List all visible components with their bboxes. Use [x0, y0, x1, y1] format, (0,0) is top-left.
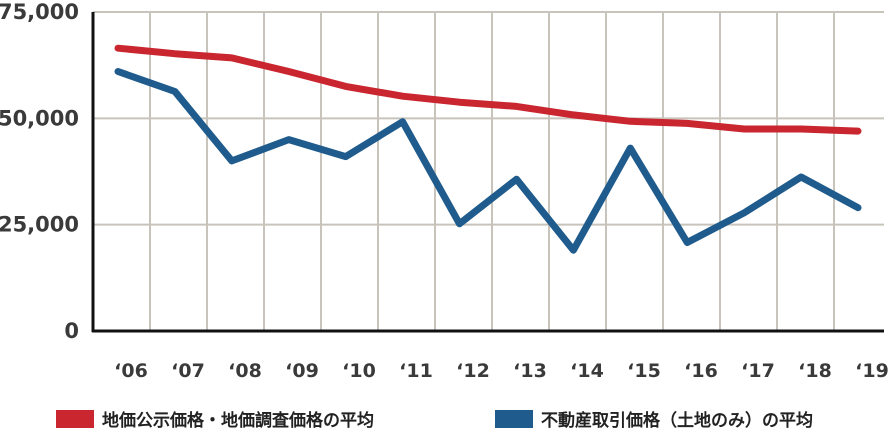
legend-swatch — [495, 410, 533, 428]
x-tick-label: ‘06 — [114, 360, 148, 382]
x-tick-label: ‘11 — [399, 360, 433, 382]
x-tick-label: ‘14 — [570, 360, 604, 382]
y-tick-label: 25,000 — [0, 213, 79, 237]
legend-item: 不動産取引価格（土地のみ）の平均 — [495, 410, 813, 431]
legend-label: 不動産取引価格（土地のみ）の平均 — [541, 410, 813, 431]
x-tick-label: ‘08 — [228, 360, 262, 382]
x-tick-label: ‘13 — [513, 360, 547, 382]
x-tick-label: ‘07 — [171, 360, 205, 382]
series-lines — [114, 44, 862, 254]
y-axis-ticks: 0 25,000 50,000 75,000 — [0, 0, 79, 343]
legend: 地価公示価格・地価調査価格の平均 不動産取引価格（土地のみ）の平均 — [56, 410, 813, 431]
legend-label: 地価公示価格・地価調査価格の平均 — [102, 410, 374, 431]
y-tick-label: 0 — [64, 319, 79, 343]
series-line-1 — [114, 44, 862, 135]
x-tick-label: ‘09 — [285, 360, 319, 382]
x-tick-label: ‘19 — [855, 360, 888, 382]
x-tick-label: ‘18 — [798, 360, 832, 382]
y-tick-label: 50,000 — [0, 106, 79, 130]
legend-swatch — [56, 410, 94, 428]
x-tick-label: ‘17 — [741, 360, 775, 382]
x-axis-ticks: ‘06 ‘07 ‘08 ‘09 ‘10 ‘11 ‘12 ‘13 ‘14 ‘15 ‘16 ‘17 ‘18 ‘… — [114, 360, 888, 382]
x-tick-label: ‘16 — [684, 360, 718, 382]
axes — [91, 12, 884, 333]
legend-item: 地価公示価格・地価調査価格の平均 — [56, 410, 374, 431]
x-tick-label: ‘10 — [342, 360, 376, 382]
grid — [93, 11, 884, 331]
x-tick-label: ‘12 — [456, 360, 490, 382]
series-line-2 — [114, 68, 862, 254]
y-tick-label: 75,000 — [0, 0, 79, 24]
x-tick-label: ‘15 — [627, 360, 661, 382]
